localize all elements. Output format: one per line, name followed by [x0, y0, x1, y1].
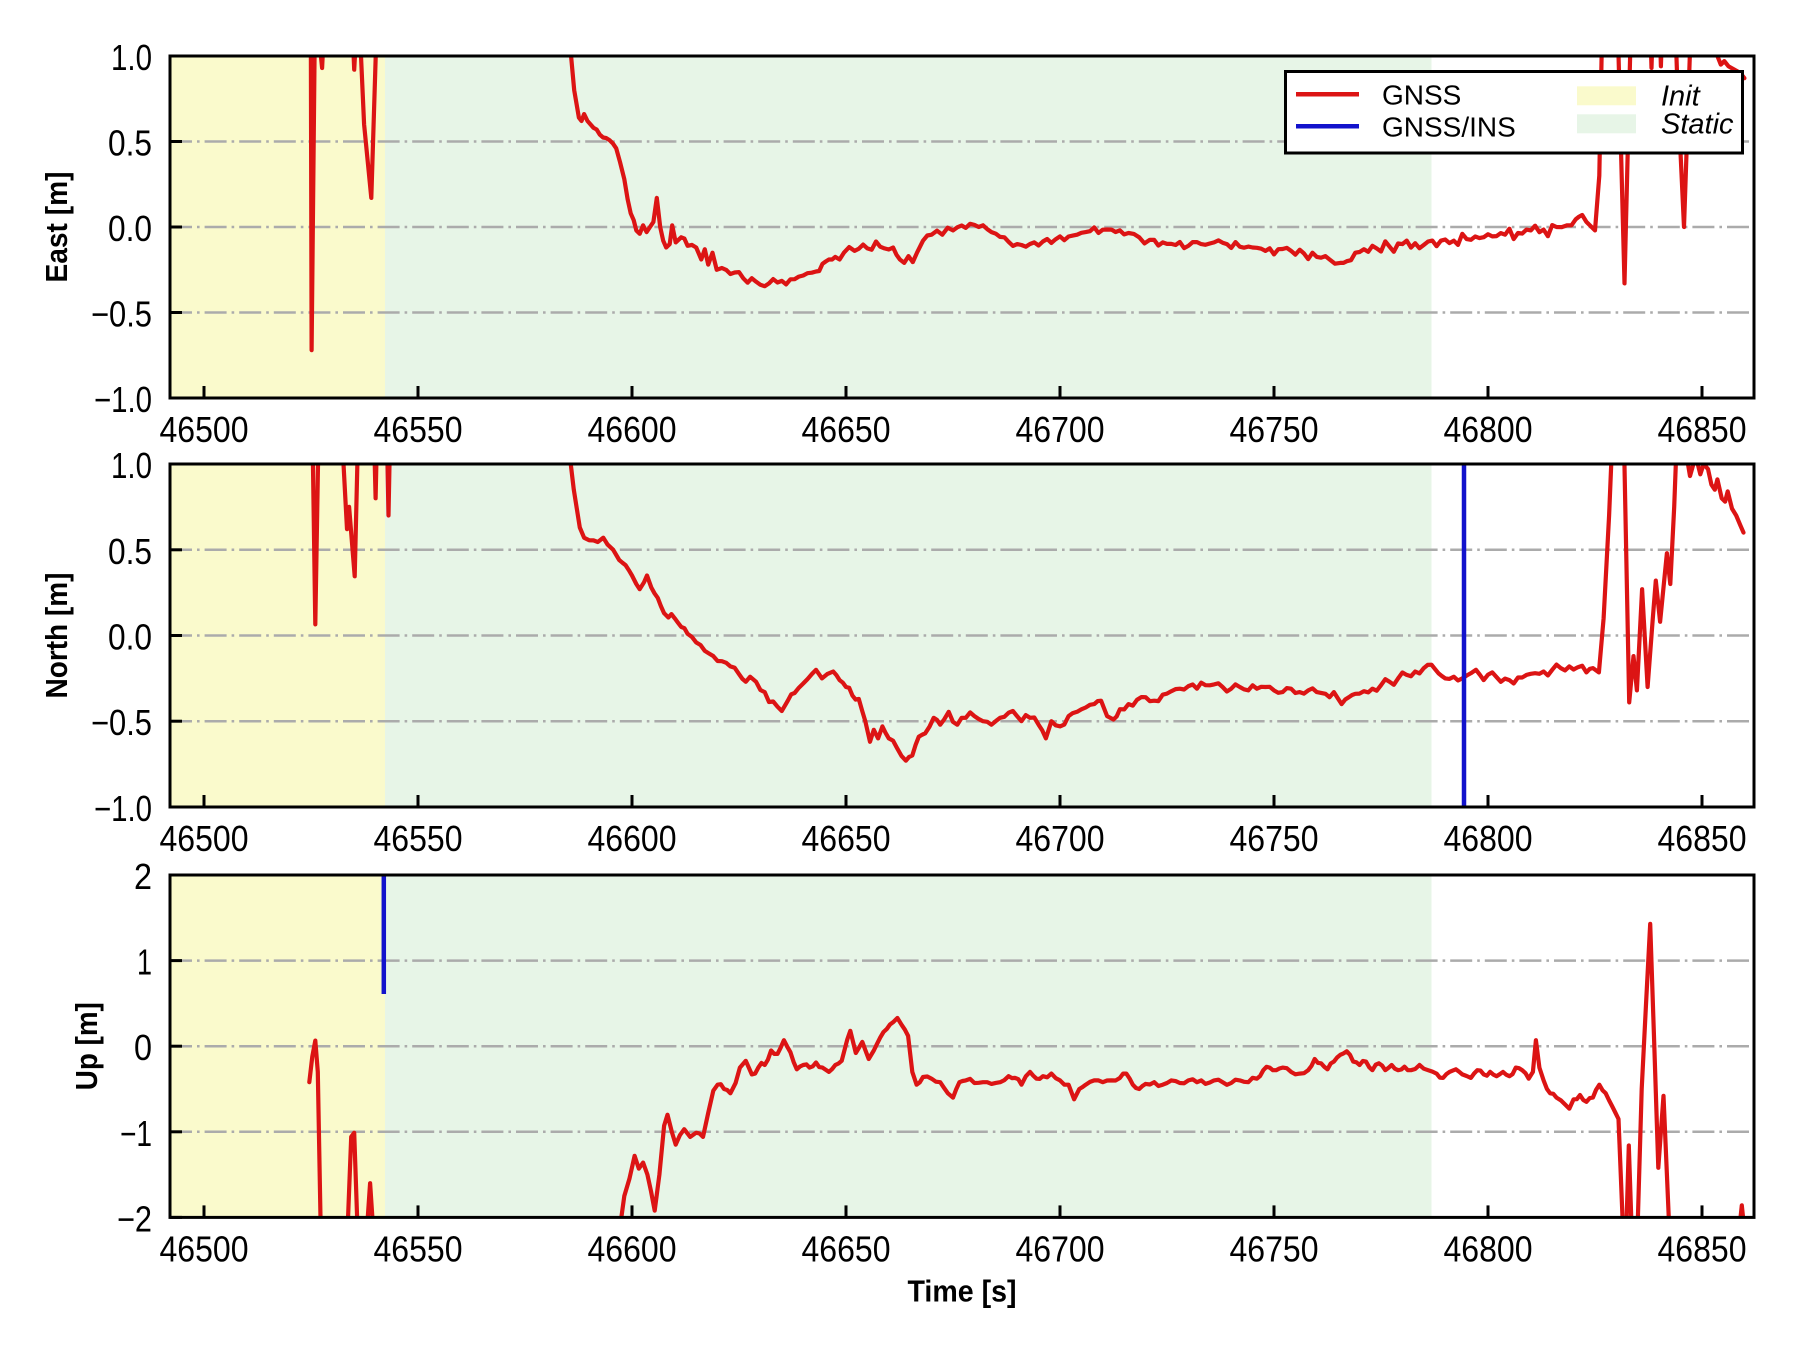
svg-text:46750: 46750 [1230, 818, 1319, 859]
svg-text:GNSS/INS: GNSS/INS [1382, 112, 1516, 143]
svg-text:46800: 46800 [1444, 818, 1533, 859]
svg-text:−2: −2 [117, 1198, 152, 1239]
svg-text:−0.5: −0.5 [91, 294, 152, 335]
svg-text:46800: 46800 [1444, 409, 1533, 450]
svg-text:46700: 46700 [1016, 818, 1105, 859]
svg-text:46650: 46650 [802, 818, 891, 859]
svg-text:1.0: 1.0 [111, 445, 152, 486]
svg-text:GNSS: GNSS [1382, 80, 1461, 111]
svg-text:46850: 46850 [1658, 1228, 1747, 1269]
svg-text:46500: 46500 [160, 409, 249, 450]
svg-text:2: 2 [134, 856, 152, 897]
svg-text:46850: 46850 [1658, 409, 1747, 450]
svg-text:−0.5: −0.5 [91, 702, 152, 743]
svg-text:46750: 46750 [1230, 1228, 1319, 1269]
svg-text:46600: 46600 [588, 818, 677, 859]
svg-text:East [m]: East [m] [39, 172, 74, 283]
svg-text:0.0: 0.0 [108, 617, 152, 658]
svg-text:46550: 46550 [374, 1228, 463, 1269]
svg-text:46650: 46650 [802, 409, 891, 450]
svg-text:Up [m]: Up [m] [69, 1002, 104, 1090]
svg-text:0.5: 0.5 [108, 531, 152, 572]
svg-text:−1.0: −1.0 [94, 379, 152, 420]
svg-text:0: 0 [134, 1027, 152, 1068]
svg-text:−1.0: −1.0 [94, 788, 152, 829]
svg-text:46800: 46800 [1444, 1228, 1533, 1269]
svg-text:1: 1 [137, 942, 152, 983]
svg-text:Init: Init [1661, 81, 1702, 113]
svg-text:46700: 46700 [1016, 409, 1105, 450]
svg-text:Static: Static [1661, 109, 1734, 141]
svg-text:46750: 46750 [1230, 409, 1319, 450]
svg-text:46650: 46650 [802, 1228, 891, 1269]
svg-text:46600: 46600 [588, 1228, 677, 1269]
svg-text:−1: −1 [120, 1113, 152, 1154]
svg-text:1.0: 1.0 [111, 37, 152, 78]
svg-text:46600: 46600 [588, 409, 677, 450]
svg-text:0.0: 0.0 [108, 208, 152, 249]
svg-text:46550: 46550 [374, 818, 463, 859]
svg-text:46500: 46500 [160, 818, 249, 859]
svg-text:North [m]: North [m] [39, 573, 74, 699]
svg-text:46550: 46550 [374, 409, 463, 450]
svg-text:46850: 46850 [1658, 818, 1747, 859]
svg-text:Time [s]: Time [s] [908, 1274, 1017, 1309]
svg-text:46500: 46500 [160, 1228, 249, 1269]
svg-text:0.5: 0.5 [108, 123, 152, 164]
svg-text:46700: 46700 [1016, 1228, 1105, 1269]
